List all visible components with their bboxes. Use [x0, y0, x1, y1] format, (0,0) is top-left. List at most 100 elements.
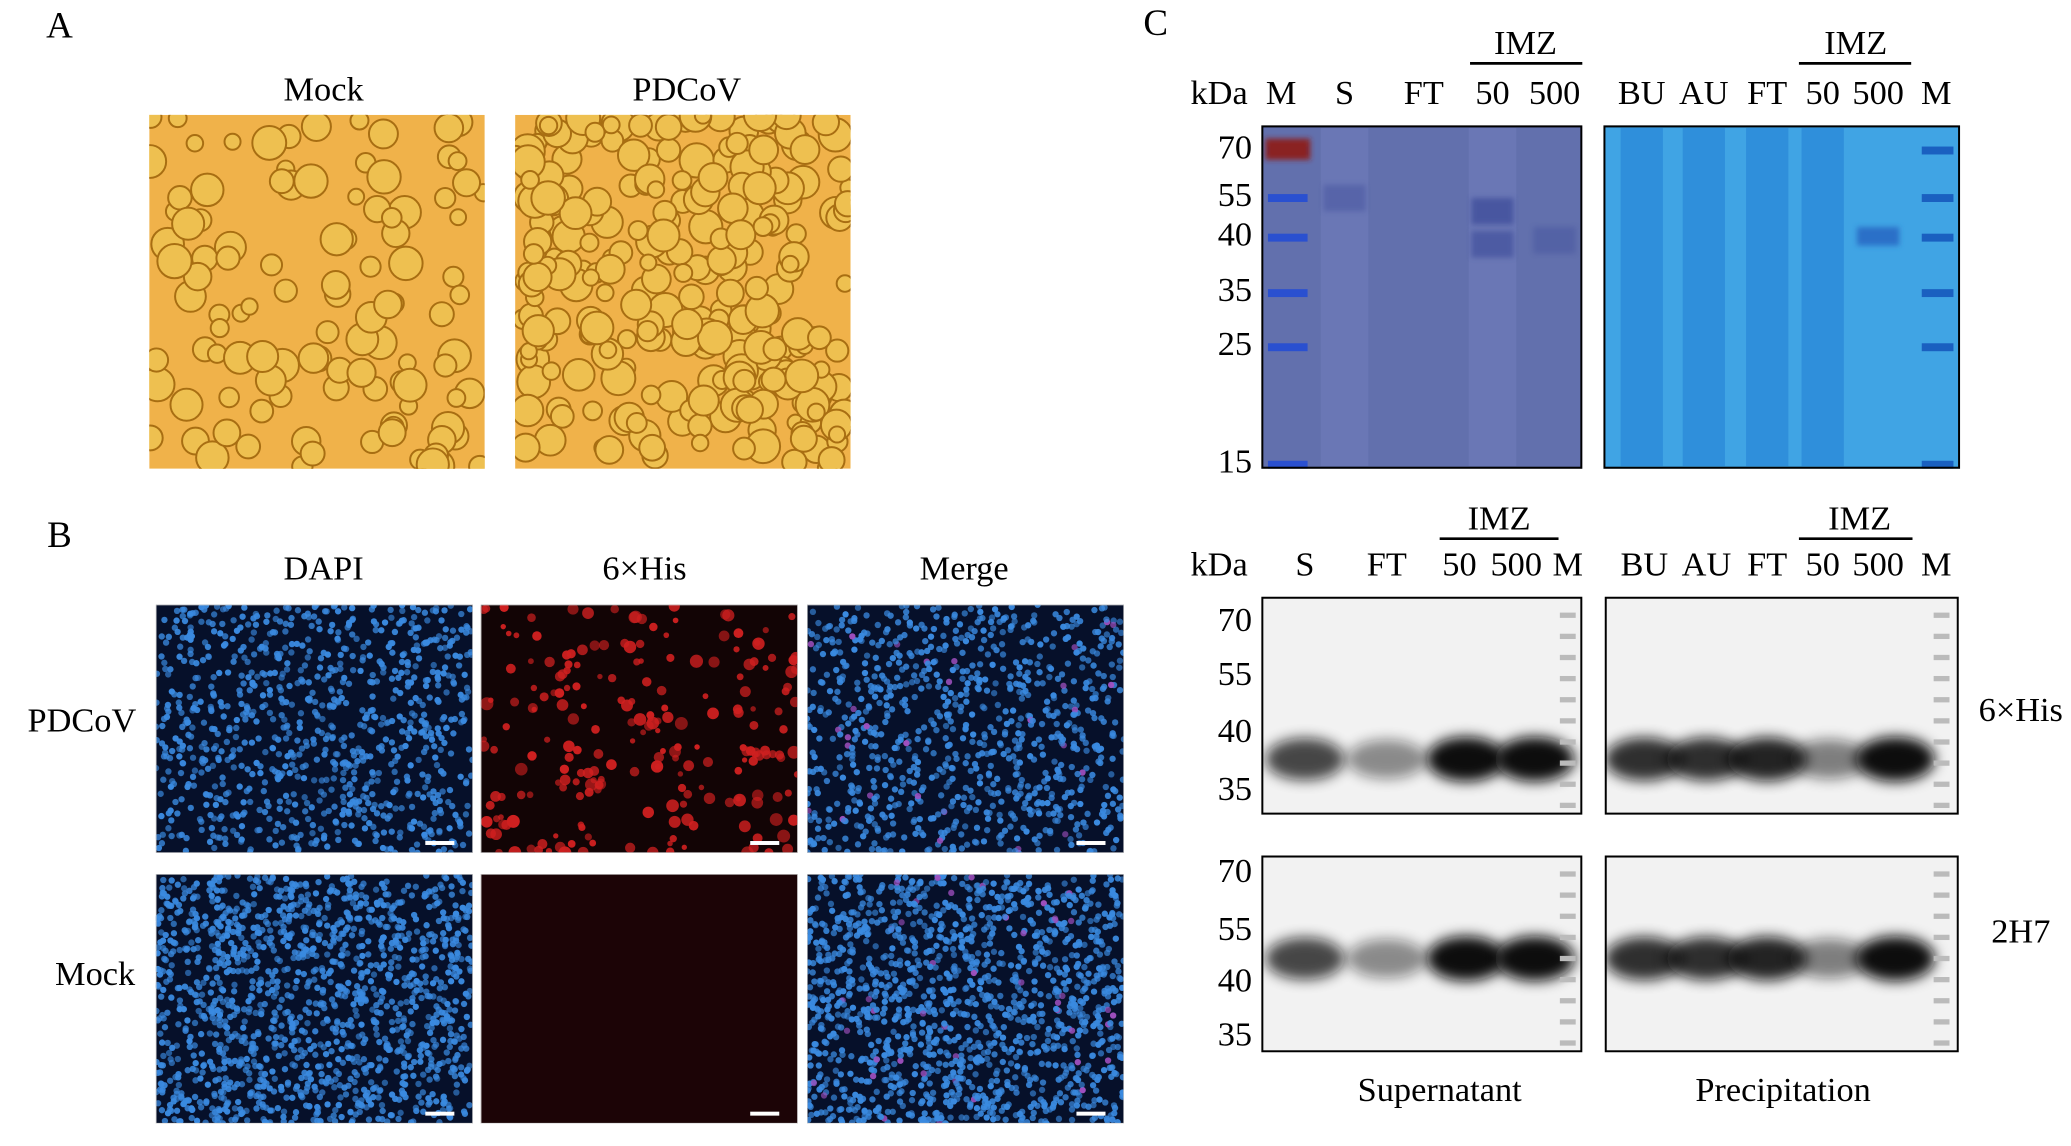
nucleus	[405, 735, 413, 742]
nucleus	[881, 998, 888, 1005]
nucleus	[261, 1000, 268, 1008]
cell	[273, 278, 298, 303]
nucleus	[935, 683, 942, 690]
nucleus	[243, 1055, 250, 1063]
nucleus	[419, 794, 427, 801]
nucleus	[418, 1099, 425, 1106]
nucleus	[209, 762, 217, 769]
nucleus	[170, 920, 177, 928]
nucleus	[809, 608, 817, 616]
nucleus	[189, 724, 196, 731]
nucleus	[961, 610, 968, 617]
nucleus	[203, 801, 210, 808]
nucleus	[1065, 977, 1073, 985]
nucleus	[447, 1037, 454, 1045]
nucleus	[987, 789, 995, 796]
nucleus	[394, 1017, 402, 1025]
nucleus	[955, 1074, 962, 1081]
nucleus	[896, 634, 904, 641]
nucleus	[1053, 720, 1060, 728]
nucleus	[284, 1081, 292, 1088]
nucleus	[413, 642, 421, 649]
nucleus	[164, 1039, 171, 1047]
nucleus	[629, 766, 640, 777]
nucleus	[246, 785, 253, 792]
nucleus	[987, 618, 995, 626]
nucleus	[224, 756, 231, 764]
nucleus	[200, 1001, 207, 1009]
nucleus	[265, 968, 272, 975]
nucleus	[380, 988, 387, 996]
nucleus	[229, 635, 236, 643]
nucleus	[179, 634, 187, 641]
nucleus	[1107, 824, 1114, 831]
nucleus	[263, 618, 270, 625]
nucleus	[789, 696, 798, 708]
nucleus	[234, 959, 242, 966]
nucleus	[359, 707, 366, 714]
nucleus	[661, 704, 669, 712]
nucleus	[1016, 688, 1023, 696]
nucleus	[882, 952, 889, 960]
nucleus	[906, 619, 914, 626]
nucleus	[1104, 1006, 1112, 1014]
nucleus	[830, 1094, 838, 1101]
nucleus	[413, 987, 420, 994]
nucleus	[437, 645, 444, 652]
nucleus	[310, 777, 318, 784]
nucleus	[310, 968, 317, 975]
cell	[817, 446, 846, 469]
nucleus	[369, 693, 376, 700]
nucleus	[998, 1087, 1005, 1094]
nucleus	[1078, 776, 1086, 783]
nucleus	[399, 651, 406, 659]
nucleus	[841, 1093, 848, 1100]
nucleus	[288, 701, 296, 708]
nucleus	[410, 818, 418, 825]
nucleus	[666, 653, 675, 662]
nucleus	[421, 720, 428, 728]
nucleus	[1043, 784, 1051, 792]
cell	[522, 243, 545, 265]
nucleus	[451, 715, 459, 723]
nucleus	[849, 749, 856, 756]
nucleus	[870, 777, 877, 785]
nucleus	[404, 683, 412, 690]
nucleus	[282, 875, 290, 883]
cell	[433, 353, 458, 378]
nucleus	[243, 968, 250, 975]
nucleus	[947, 1114, 954, 1121]
nucleus	[431, 743, 438, 750]
nucleus	[899, 848, 906, 853]
nucleus	[950, 965, 957, 972]
nucleus	[238, 1081, 246, 1088]
nucleus	[849, 755, 856, 763]
nucleus	[266, 836, 273, 843]
nucleus	[235, 927, 242, 934]
nucleus	[433, 1019, 440, 1026]
nucleus	[458, 610, 465, 618]
nucleus	[325, 1040, 332, 1048]
nucleus	[388, 675, 396, 682]
nucleus	[392, 786, 399, 794]
nucleus	[333, 819, 340, 826]
nucleus	[1072, 826, 1080, 833]
nucleus	[1038, 1086, 1046, 1094]
nucleus	[912, 1063, 919, 1070]
nucleus	[319, 702, 326, 709]
nucleus	[1016, 664, 1023, 671]
nucleus	[902, 1040, 909, 1047]
nucleus	[346, 914, 354, 922]
nucleus	[284, 943, 291, 950]
nucleus	[210, 690, 217, 697]
nucleus	[256, 806, 263, 814]
nucleus	[208, 725, 216, 732]
nucleus	[280, 1108, 288, 1115]
nucleus	[238, 762, 245, 769]
nucleus	[1074, 1051, 1081, 1059]
cell	[742, 114, 778, 133]
nucleus	[1062, 1094, 1069, 1101]
nucleus	[642, 806, 655, 819]
nucleus	[1048, 734, 1055, 741]
nucleus	[335, 1070, 343, 1078]
